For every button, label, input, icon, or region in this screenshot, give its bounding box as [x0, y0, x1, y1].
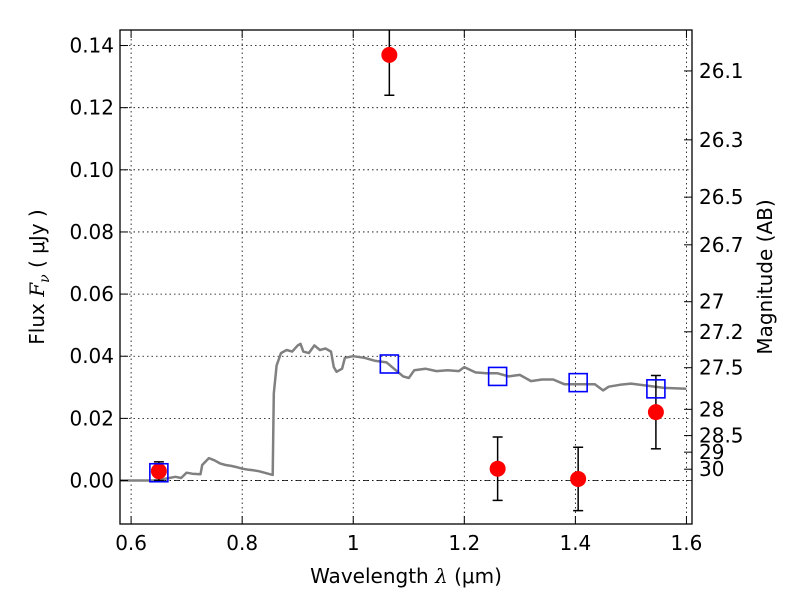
observed-point — [381, 46, 398, 63]
y-tick-label: 0.14 — [69, 34, 114, 58]
x-tick-label: 1.6 — [671, 531, 703, 555]
y-tick-label: 0.10 — [69, 158, 114, 182]
sed-model-line — [120, 342, 687, 482]
x-tick-label: 1.4 — [559, 531, 591, 555]
magnitude-axis-label: Magnitude (AB) — [753, 199, 777, 354]
observed-point — [489, 460, 506, 477]
y-tick-labels: 0.00 0.02 0.04 0.06 0.08 0.10 0.12 0.14 — [69, 34, 114, 493]
observed-point — [150, 463, 167, 480]
observed-point — [647, 404, 664, 421]
magnitude-tick-label: 26.7 — [699, 233, 744, 257]
magnitude-tick-label: 27.2 — [699, 320, 744, 344]
magnitude-tick-label: 29 — [699, 440, 724, 464]
y-axis-label: Flux Fν ( μJy ) — [25, 209, 53, 344]
y-tick-label: 0.12 — [69, 96, 114, 120]
y-tick-label: 0.02 — [69, 406, 114, 430]
x-tick-label: 0.8 — [226, 531, 258, 555]
error-bars — [153, 30, 661, 512]
magnitude-tick-label: 30 — [699, 457, 724, 481]
magnitude-tick-label: 26.1 — [699, 59, 744, 83]
x-axis-label: Wavelength λ (μm) — [310, 564, 502, 588]
magnitude-tick-label: 28 — [699, 397, 724, 421]
magnitude-tick-label: 28.5 — [699, 424, 744, 448]
magnitude-tick-label: 27.5 — [699, 356, 744, 380]
y-tick-label: 0.06 — [69, 282, 114, 306]
grid-lines — [120, 30, 692, 524]
observed-point — [570, 470, 587, 487]
magnitude-tick-label: 26.3 — [699, 128, 744, 152]
axis-ticks — [120, 30, 692, 524]
magnitude-tick-label: 27 — [699, 290, 724, 314]
x-tick-labels: 0.6 0.8 1 1.2 1.4 1.6 — [115, 531, 702, 555]
x-tick-label: 1 — [347, 531, 360, 555]
y-tick-label: 0.08 — [69, 220, 114, 244]
model-band-point — [646, 379, 666, 399]
plot-frame — [119, 29, 693, 525]
magnitude-tick-label: 26.5 — [699, 185, 744, 209]
model-band-point — [487, 366, 508, 387]
y-tick-label: 0.04 — [69, 344, 114, 368]
y-tick-label: 0.00 — [69, 469, 114, 493]
model-band-points — [149, 354, 666, 483]
model-band-point — [379, 354, 400, 374]
sed-model-series — [120, 342, 687, 482]
x-tick-label: 1.2 — [448, 531, 480, 555]
observed-points — [150, 46, 664, 487]
model-band-point — [568, 372, 588, 393]
model-band-point — [149, 462, 169, 483]
x-tick-label: 0.6 — [115, 531, 147, 555]
